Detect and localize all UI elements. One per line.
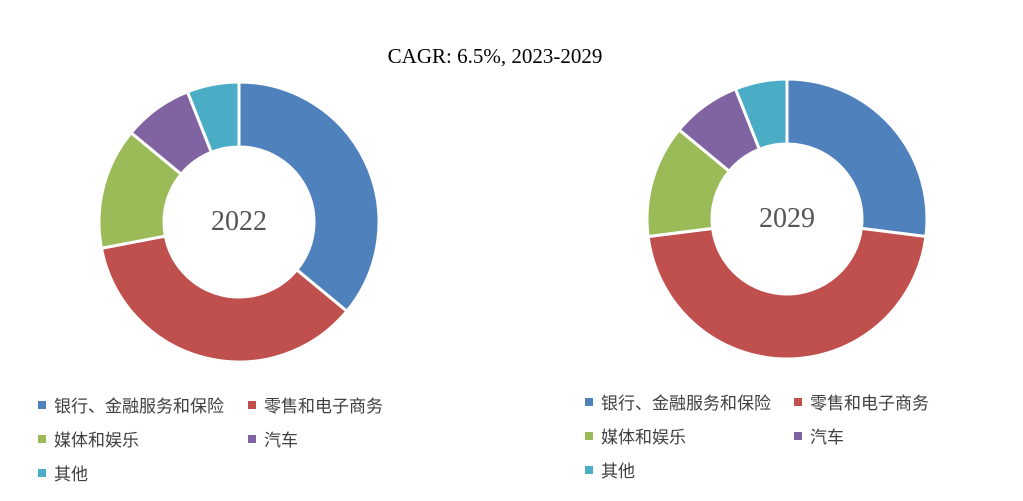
- legend-swatch: [794, 397, 802, 406]
- legend-item-2022-retail-ecommerce: 零售和电子商务: [248, 392, 383, 417]
- legend-swatch: [38, 434, 46, 443]
- slice-2022-other: [185, 80, 241, 155]
- slice-2022-retail-ecommerce: [99, 234, 349, 364]
- legend-item-2022-automotive: 汽车: [248, 426, 298, 451]
- legend-item-2022-banking: 银行、金融服务和保险: [38, 392, 224, 417]
- legend-label: 零售和电子商务: [810, 394, 929, 414]
- legend-item-2029-other: 其他: [585, 457, 635, 482]
- legend-item-2029-media-entertainment: 媒体和娱乐: [585, 423, 686, 448]
- legend-item-2029-retail-ecommerce: 零售和电子商务: [794, 389, 929, 414]
- legend-label: 媒体和娱乐: [601, 428, 686, 448]
- legend-label: 银行、金融服务和保险: [601, 394, 771, 414]
- legend-label: 汽车: [810, 428, 844, 448]
- legend-swatch: [585, 397, 593, 406]
- legend-swatch: [248, 434, 256, 443]
- slice-2029-other: [733, 77, 789, 152]
- legend-swatch: [248, 400, 256, 409]
- slice-2029-banking: [785, 77, 929, 239]
- slice-2022-banking: [237, 80, 381, 314]
- legend-item-2029-automotive: 汽车: [794, 423, 844, 448]
- legend-item-2022-media-entertainment: 媒体和娱乐: [38, 426, 139, 451]
- legend-label: 其他: [54, 465, 88, 485]
- slice-2029-retail-ecommerce: [646, 226, 928, 361]
- legend-item-2022-other: 其他: [38, 460, 88, 485]
- legend-swatch: [585, 431, 593, 440]
- chart-title: CAGR: 6.5%, 2023-2029: [387, 44, 603, 68]
- legend-swatch: [794, 431, 802, 440]
- legend-item-2029-banking: 银行、金融服务和保险: [585, 389, 771, 414]
- center-label-2029: 2029: [759, 203, 815, 234]
- legend-label: 零售和电子商务: [264, 397, 383, 417]
- center-label-2022: 2022: [211, 206, 267, 237]
- legend-swatch: [38, 400, 46, 409]
- legend-label: 媒体和娱乐: [54, 431, 139, 451]
- legend-swatch: [38, 468, 46, 477]
- legend-label: 银行、金融服务和保险: [54, 397, 224, 417]
- legend-label: 汽车: [264, 431, 298, 451]
- legend-label: 其他: [601, 462, 635, 482]
- legend-swatch: [585, 465, 593, 474]
